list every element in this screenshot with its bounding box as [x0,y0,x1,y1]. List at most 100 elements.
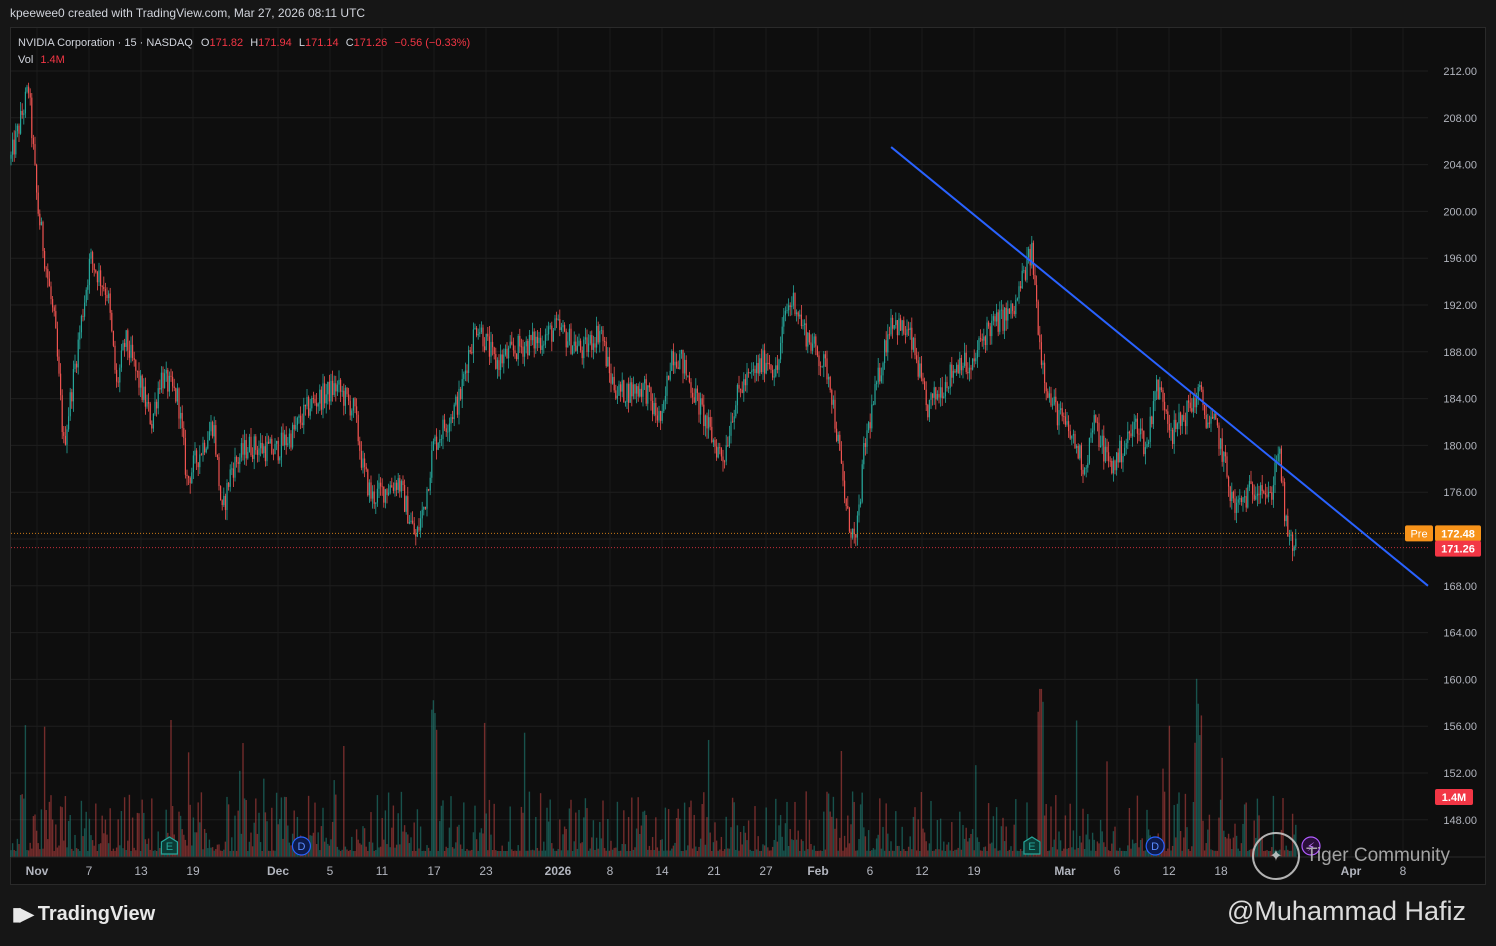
candle-body [652,400,654,415]
volume-bar [61,807,63,857]
candle-body [279,457,281,461]
candle-body [453,404,455,420]
volume-bar [119,845,121,857]
volume-bar [1096,841,1099,857]
volume-bar [1247,851,1249,857]
volume-bar [613,847,615,857]
candle-body [335,383,337,392]
candle-body [306,397,308,407]
volume-bar [215,849,217,857]
candle-body [76,363,78,368]
symbol-label[interactable]: NVIDIA Corporation · 15 · NASDAQ [18,37,193,49]
price-tick-label: 164.00 [1443,628,1477,640]
pre-label-tag: Pre [1405,525,1433,542]
candle-body [277,440,279,461]
volume-bar [957,847,959,857]
candle-body [682,349,684,374]
candle-body [727,445,729,447]
time-tick-label: 18 [1214,864,1228,878]
volume-bar [520,806,523,857]
volume-label[interactable]: Vol [18,54,34,66]
volume-bar [597,848,599,857]
candle-body [972,358,974,370]
volume-bar [874,849,876,857]
volume-bar [117,819,119,857]
candle-body [410,520,412,523]
volume-bar [667,809,670,857]
candle-body [176,388,178,402]
candle-body [520,346,522,348]
candle-body [319,389,321,404]
volume-bar [466,848,468,857]
volume-bar [1136,795,1139,857]
volume-bar [568,808,571,857]
candle-body [285,434,287,446]
earnings-marker: E [1023,836,1041,855]
volume-bar [947,842,950,857]
candle-body [1148,441,1150,445]
close-value: 171.26 [353,37,388,49]
volume-bar [109,808,111,857]
candle-body [1037,301,1039,335]
volume-bar [877,834,879,857]
candle-body [996,312,998,322]
volume-bar [239,770,241,857]
volume-bar [434,713,436,857]
volume-bar [995,807,998,857]
candle-body [317,403,319,407]
volume-bar [845,847,847,857]
candle-body [1292,534,1294,551]
candle-body [876,382,878,385]
candle-body [664,395,666,402]
volume-bar [1226,838,1228,857]
volume-bar [671,848,673,857]
volume-bar [1195,678,1198,857]
candle-body [999,310,1001,332]
candle-body [284,434,286,446]
volume-bar [487,850,489,857]
volume-bar [1005,826,1007,857]
candle-body [770,364,772,370]
candle-body [95,270,97,273]
volume-bar [203,828,206,857]
candle-body [962,365,964,371]
candle-body [36,164,38,193]
volume-bar [467,850,470,857]
volume-bar [640,825,643,857]
candle-body [404,485,406,512]
volume-bar [504,850,507,857]
candle-body [84,302,86,317]
volume-bar [211,847,214,857]
candle-body [336,384,338,392]
candle-body [956,364,958,373]
candle-body [1058,410,1060,426]
candle-body [250,436,252,456]
volume-bar [349,850,351,857]
candle-body [114,345,116,370]
volume-bar [757,836,759,857]
volume-bar [157,831,159,857]
candle-body [853,528,855,535]
volume-bar [555,850,558,857]
volume-bar [741,844,743,857]
candle-body [796,312,798,315]
candle-body [1084,468,1086,475]
candle-body [1127,431,1129,444]
candle-body [1156,379,1158,392]
volume-bar [575,812,577,857]
volume-bar [1091,832,1094,857]
volume-bar [328,845,331,857]
volume-bar [375,849,377,857]
volume-bar [986,850,988,857]
volume-bar [179,815,182,857]
tradingview-logo[interactable]: ▮▶ TradingView [12,903,155,926]
candle-body [10,154,12,159]
tiger-logo-icon: ✦ [1252,832,1300,880]
volume-bar [295,850,297,857]
time-tick-label: 21 [707,864,721,878]
volume-bar [1146,809,1148,857]
candle-body [237,461,239,465]
candle-body [882,363,884,376]
candle-body [160,372,162,390]
